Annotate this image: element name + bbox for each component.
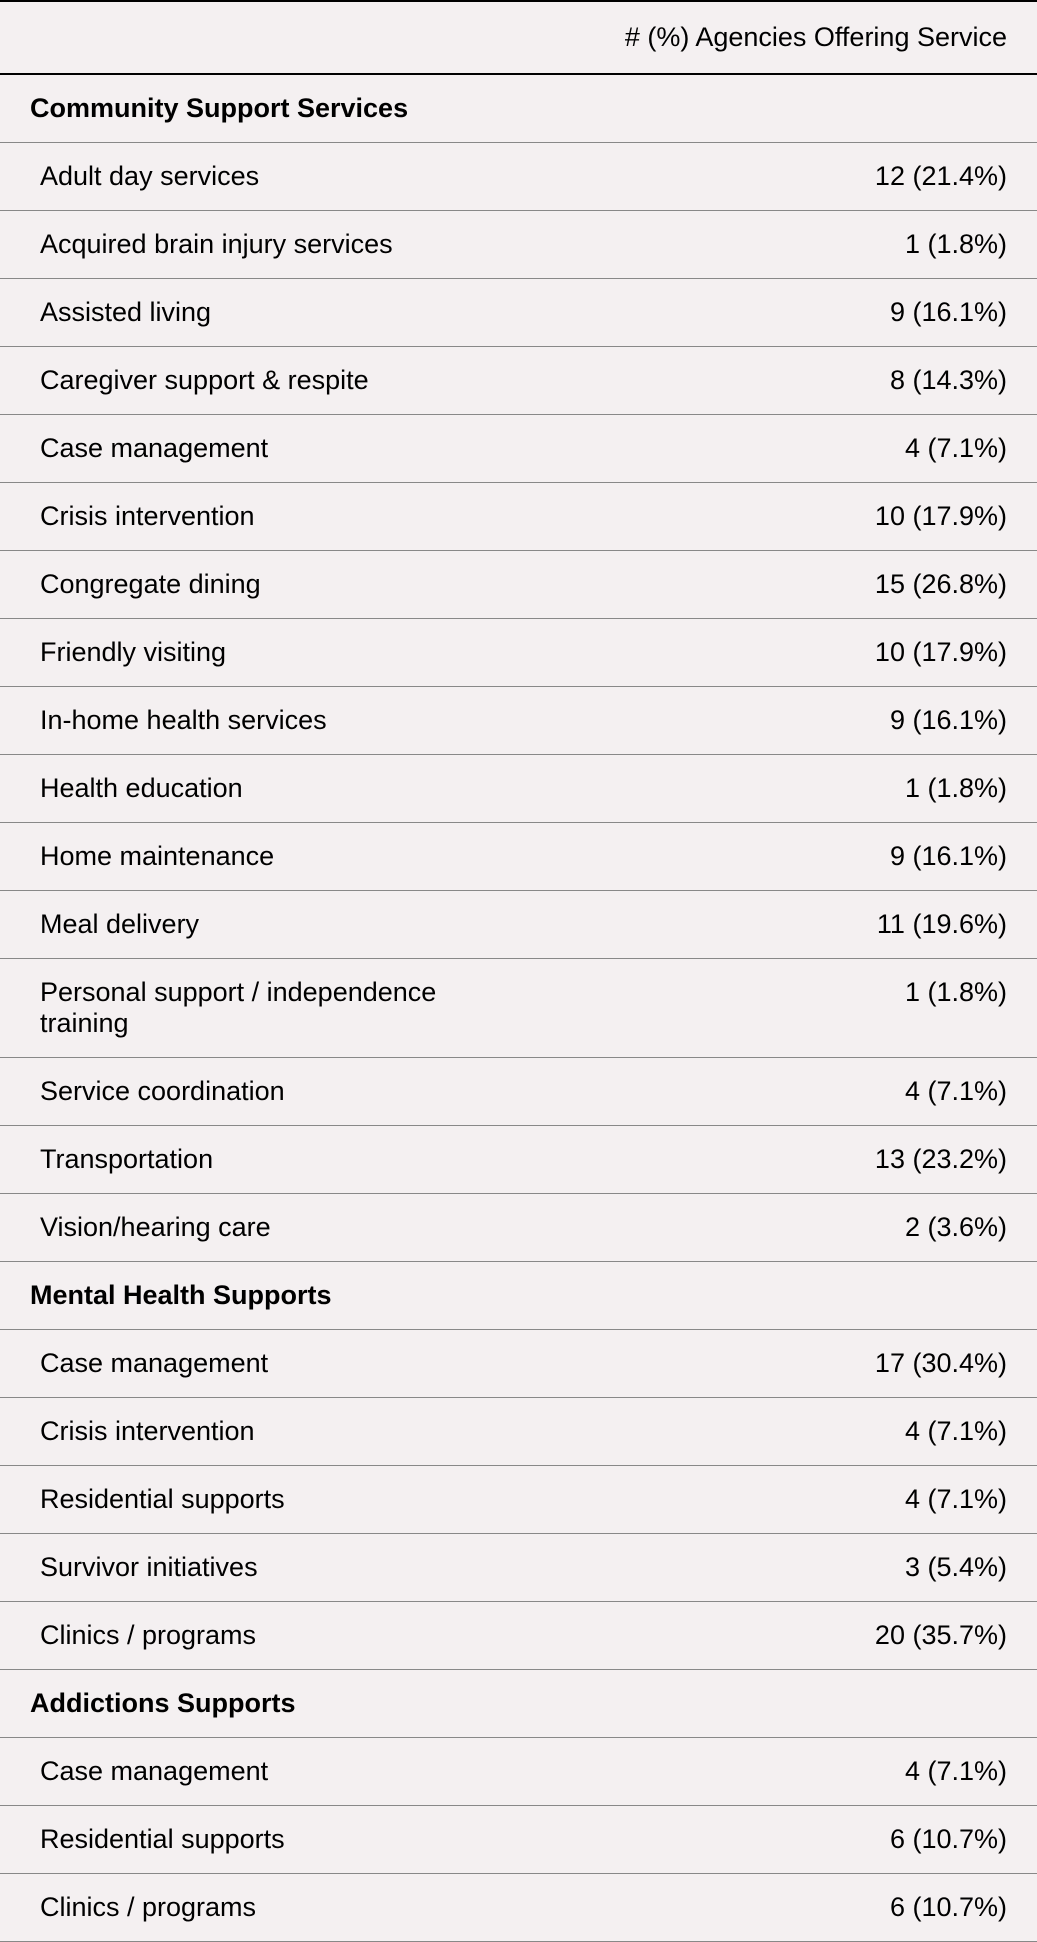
row-label: Case management <box>0 415 560 483</box>
table-row: Congregate dining15 (26.8%) <box>0 551 1037 619</box>
row-label: Health education <box>0 755 560 823</box>
table-row: Residential supports6 (10.7%) <box>0 1806 1037 1874</box>
table-row: Survivor initiatives3 (5.4%) <box>0 1534 1037 1602</box>
row-label: Personal support / independence training <box>0 959 560 1058</box>
row-label: Survivor initiatives <box>0 1534 560 1602</box>
row-value: 6 (10.7%) <box>560 1874 1037 1942</box>
services-table: # (%) Agencies Offering Service Communit… <box>0 0 1037 1942</box>
table-row: Assisted living9 (16.1%) <box>0 279 1037 347</box>
row-label: Case management <box>0 1330 560 1398</box>
row-label: Transportation <box>0 1126 560 1194</box>
row-value: 1 (1.8%) <box>560 211 1037 279</box>
row-label: Caregiver support & respite <box>0 347 560 415</box>
row-label: Assisted living <box>0 279 560 347</box>
row-label: Crisis intervention <box>0 1398 560 1466</box>
table-row: In-home health services9 (16.1%) <box>0 687 1037 755</box>
row-value: 2 (3.6%) <box>560 1194 1037 1262</box>
table-row: Home maintenance9 (16.1%) <box>0 823 1037 891</box>
table-row: Clinics / programs6 (10.7%) <box>0 1874 1037 1942</box>
row-value: 12 (21.4%) <box>560 143 1037 211</box>
table-row: Vision/hearing care2 (3.6%) <box>0 1194 1037 1262</box>
row-value: 10 (17.9%) <box>560 619 1037 687</box>
table-row: Service coordination4 (7.1%) <box>0 1058 1037 1126</box>
row-label: In-home health services <box>0 687 560 755</box>
row-label: Vision/hearing care <box>0 1194 560 1262</box>
row-label: Meal delivery <box>0 891 560 959</box>
row-label: Residential supports <box>0 1806 560 1874</box>
row-label: Acquired brain injury services <box>0 211 560 279</box>
row-label: Adult day services <box>0 143 560 211</box>
row-value: 9 (16.1%) <box>560 279 1037 347</box>
row-value: 8 (14.3%) <box>560 347 1037 415</box>
row-value: 3 (5.4%) <box>560 1534 1037 1602</box>
header-col-empty <box>0 1 560 74</box>
table-row: Health education1 (1.8%) <box>0 755 1037 823</box>
row-value: 20 (35.7%) <box>560 1602 1037 1670</box>
row-value: 13 (23.2%) <box>560 1126 1037 1194</box>
section-title: Addictions Supports <box>0 1670 1037 1738</box>
table-row: Adult day services12 (21.4%) <box>0 143 1037 211</box>
table-row: Meal delivery11 (19.6%) <box>0 891 1037 959</box>
row-value: 1 (1.8%) <box>560 959 1037 1058</box>
row-value: 4 (7.1%) <box>560 1738 1037 1806</box>
table-body: Community Support ServicesAdult day serv… <box>0 74 1037 1942</box>
row-label: Clinics / programs <box>0 1602 560 1670</box>
header-col-value: # (%) Agencies Offering Service <box>560 1 1037 74</box>
table-row: Residential supports4 (7.1%) <box>0 1466 1037 1534</box>
table-row: Friendly visiting10 (17.9%) <box>0 619 1037 687</box>
row-value: 9 (16.1%) <box>560 687 1037 755</box>
section-header: Mental Health Supports <box>0 1262 1037 1330</box>
row-value: 4 (7.1%) <box>560 1398 1037 1466</box>
section-header: Community Support Services <box>0 74 1037 143</box>
table-row: Case management4 (7.1%) <box>0 1738 1037 1806</box>
row-value: 1 (1.8%) <box>560 755 1037 823</box>
table-row: Caregiver support & respite8 (14.3%) <box>0 347 1037 415</box>
table-row: Case management17 (30.4%) <box>0 1330 1037 1398</box>
row-label: Service coordination <box>0 1058 560 1126</box>
row-label: Friendly visiting <box>0 619 560 687</box>
row-label: Home maintenance <box>0 823 560 891</box>
table-row: Case management4 (7.1%) <box>0 415 1037 483</box>
row-value: 15 (26.8%) <box>560 551 1037 619</box>
row-value: 4 (7.1%) <box>560 415 1037 483</box>
table-row: Personal support / independence training… <box>0 959 1037 1058</box>
table-row: Acquired brain injury services1 (1.8%) <box>0 211 1037 279</box>
table-row: Crisis intervention4 (7.1%) <box>0 1398 1037 1466</box>
row-value: 10 (17.9%) <box>560 483 1037 551</box>
section-header: Addictions Supports <box>0 1670 1037 1738</box>
row-value: 9 (16.1%) <box>560 823 1037 891</box>
row-label: Residential supports <box>0 1466 560 1534</box>
row-value: 11 (19.6%) <box>560 891 1037 959</box>
header-row: # (%) Agencies Offering Service <box>0 1 1037 74</box>
table-row: Transportation13 (23.2%) <box>0 1126 1037 1194</box>
row-value: 4 (7.1%) <box>560 1466 1037 1534</box>
row-value: 17 (30.4%) <box>560 1330 1037 1398</box>
row-label: Crisis intervention <box>0 483 560 551</box>
table-row: Clinics / programs20 (35.7%) <box>0 1602 1037 1670</box>
row-label: Case management <box>0 1738 560 1806</box>
table-row: Crisis intervention10 (17.9%) <box>0 483 1037 551</box>
row-value: 6 (10.7%) <box>560 1806 1037 1874</box>
row-label: Congregate dining <box>0 551 560 619</box>
services-table-container: # (%) Agencies Offering Service Communit… <box>0 0 1037 1942</box>
row-value: 4 (7.1%) <box>560 1058 1037 1126</box>
section-title: Community Support Services <box>0 74 1037 143</box>
section-title: Mental Health Supports <box>0 1262 1037 1330</box>
row-label: Clinics / programs <box>0 1874 560 1942</box>
